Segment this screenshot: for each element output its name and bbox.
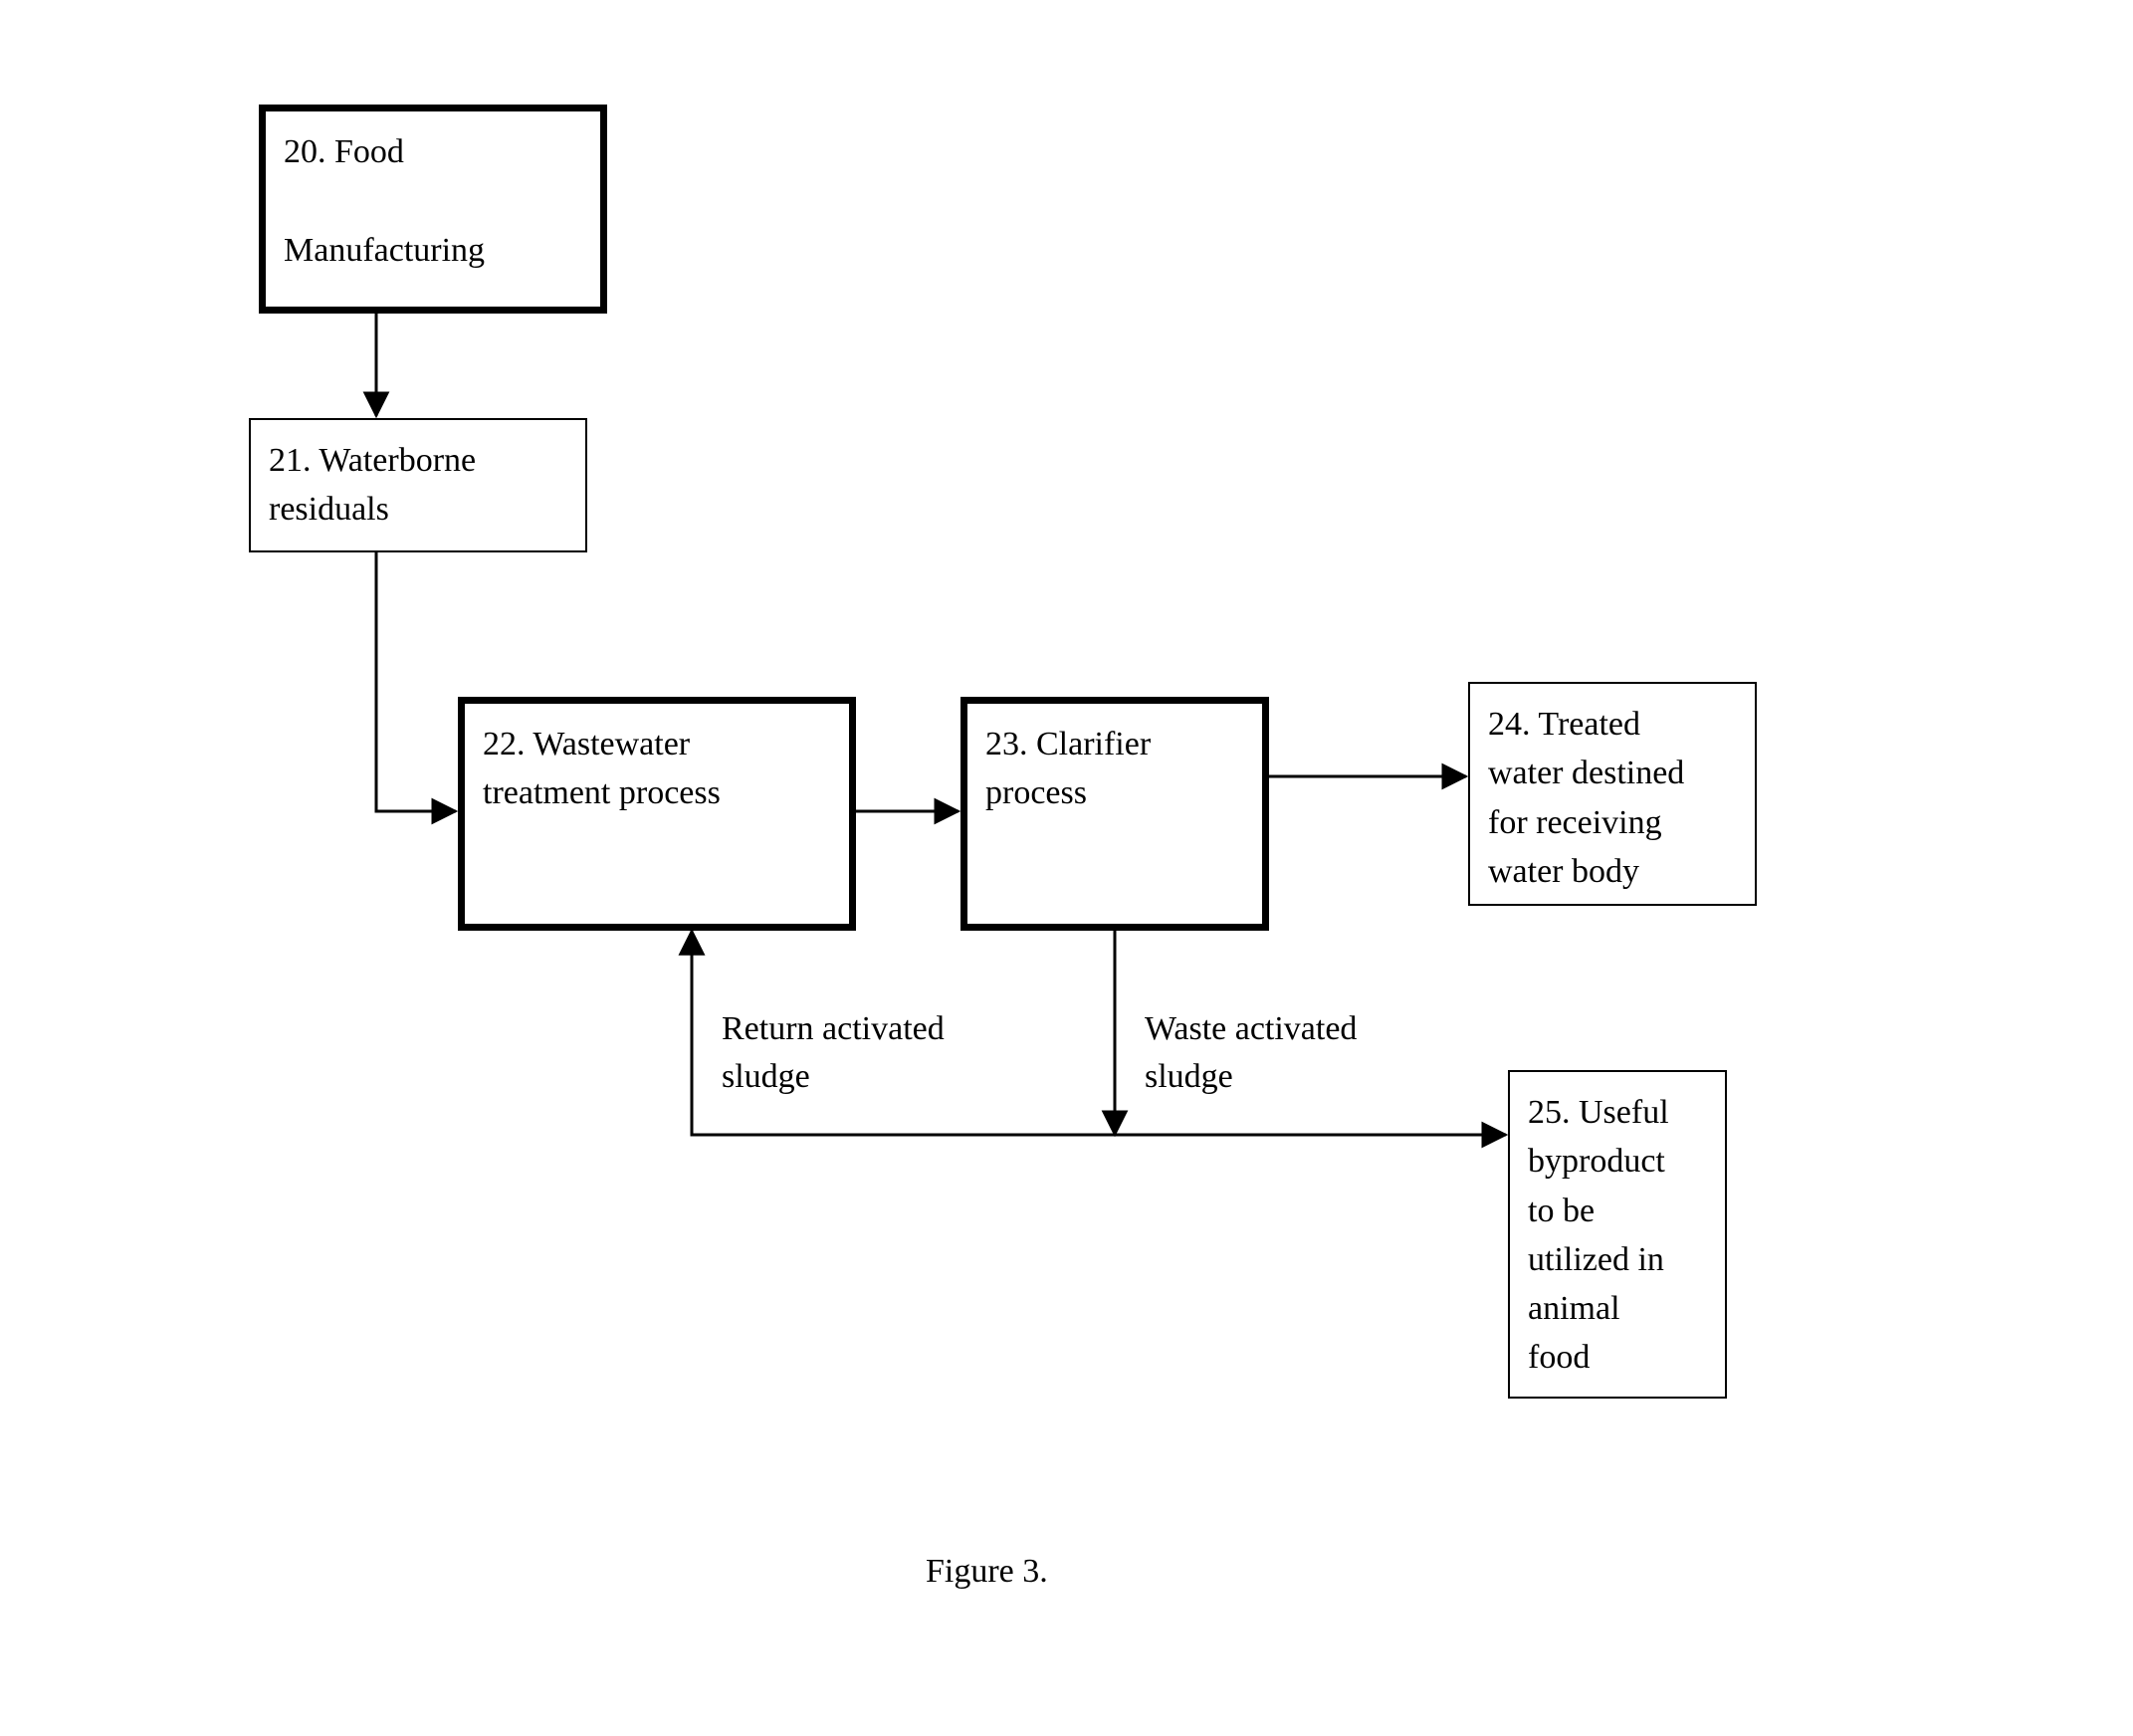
node-label: 20. FoodManufacturing	[284, 133, 485, 269]
node-label: 21. Waterborneresiduals	[269, 442, 476, 528]
edge-label-return-sludge: Return activatedsludge	[722, 1005, 945, 1100]
node-label: 25. Usefulbyproductto beutilized inanima…	[1528, 1094, 1669, 1376]
node-waterborne-residuals: 21. Waterborneresiduals	[249, 418, 587, 552]
node-label: 24. Treatedwater destinedfor receivingwa…	[1488, 706, 1684, 890]
edge-label-text: Return activatedsludge	[722, 1010, 945, 1095]
node-label: 22. Wastewatertreatment process	[483, 726, 721, 811]
node-clarifier-process: 23. Clarifierprocess	[960, 697, 1269, 931]
flowchart-diagram: 20. FoodManufacturing 21. Waterborneresi…	[0, 0, 2133, 1736]
node-useful-byproduct: 25. Usefulbyproductto beutilized inanima…	[1508, 1070, 1727, 1399]
node-treated-water: 24. Treatedwater destinedfor receivingwa…	[1468, 682, 1757, 906]
edge-21-22	[376, 552, 456, 811]
node-wastewater-treatment: 22. Wastewatertreatment process	[458, 697, 856, 931]
edge-label-text: Waste activatedsludge	[1145, 1010, 1357, 1095]
edge-label-waste-sludge: Waste activatedsludge	[1145, 1005, 1357, 1100]
node-food-manufacturing: 20. FoodManufacturing	[259, 105, 607, 314]
caption-text: Figure 3.	[926, 1553, 1048, 1590]
node-label: 23. Clarifierprocess	[985, 726, 1151, 811]
figure-caption: Figure 3.	[926, 1553, 1048, 1591]
